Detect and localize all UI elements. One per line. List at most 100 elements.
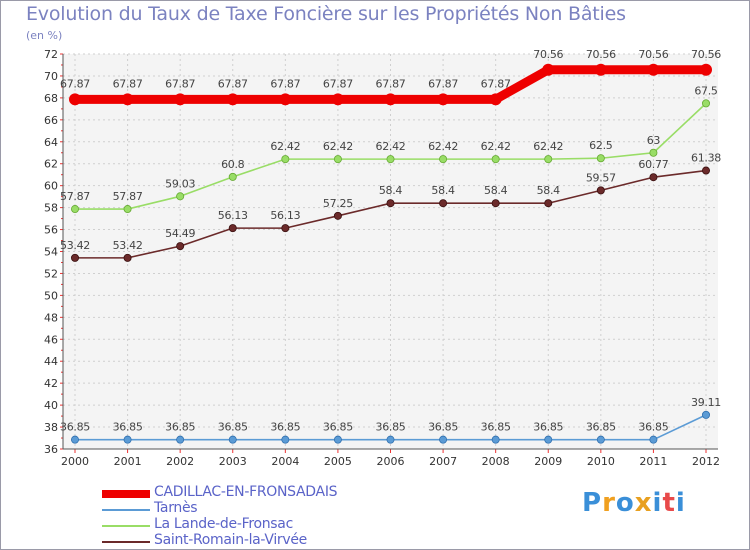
data-label: 36.85 <box>428 421 458 434</box>
data-label: 62.42 <box>323 140 353 153</box>
y-tick-label: 48 <box>44 311 58 324</box>
data-point <box>121 93 134 106</box>
proxiti-logo: Proxiti <box>582 488 686 518</box>
data-label: 63 <box>647 134 661 147</box>
data-label: 56.13 <box>270 209 300 222</box>
y-tick-label: 64 <box>44 136 58 149</box>
data-label: 36.85 <box>218 421 248 434</box>
data-label: 62.42 <box>481 140 511 153</box>
x-tick-label: 2009 <box>534 455 562 468</box>
data-point <box>386 155 395 164</box>
data-label: 57.87 <box>113 190 143 203</box>
logo-letter: i <box>675 488 686 518</box>
data-label: 67.87 <box>376 77 406 90</box>
x-tick-label: 2011 <box>639 455 667 468</box>
data-label: 70.56 <box>691 48 721 61</box>
data-label: 61.38 <box>691 152 721 165</box>
y-tick-label: 62 <box>44 158 58 171</box>
data-label: 60.77 <box>638 158 668 171</box>
legend-label: Saint-Romain-la-Virvée <box>154 532 307 548</box>
data-point <box>176 435 185 444</box>
data-point <box>123 435 132 444</box>
legend-swatch <box>102 541 150 543</box>
logo-letter: r <box>602 488 616 518</box>
y-tick-label: 44 <box>44 355 58 368</box>
data-label: 36.85 <box>586 421 616 434</box>
y-tick-label: 42 <box>44 377 58 390</box>
data-label: 67.87 <box>323 77 353 90</box>
y-tick-label: 66 <box>44 114 58 127</box>
y-tick-label: 72 <box>44 48 58 61</box>
x-tick-label: 2004 <box>271 455 299 468</box>
legend-swatch <box>102 490 150 498</box>
data-point <box>386 435 395 444</box>
y-tick-label: 68 <box>44 92 58 105</box>
y-tick-label: 38 <box>44 421 58 434</box>
data-point <box>281 435 290 444</box>
data-label: 59.03 <box>165 177 195 190</box>
y-tick-label: 58 <box>44 202 58 215</box>
data-point <box>439 199 448 208</box>
data-point <box>384 93 397 106</box>
data-point <box>596 435 605 444</box>
data-label: 39.11 <box>691 396 721 409</box>
data-point <box>649 148 658 157</box>
data-label: 70.56 <box>638 48 668 61</box>
data-label: 59.57 <box>586 171 616 184</box>
data-label: 36.85 <box>533 421 563 434</box>
data-point <box>649 173 658 182</box>
data-point <box>544 155 553 164</box>
data-label: 53.42 <box>60 239 90 252</box>
data-label: 62.42 <box>533 140 563 153</box>
data-point <box>544 435 553 444</box>
data-label: 67.87 <box>60 77 90 90</box>
x-tick-label: 2001 <box>114 455 142 468</box>
data-point <box>333 211 342 220</box>
data-label: 62.42 <box>376 140 406 153</box>
data-point <box>702 99 711 108</box>
y-tick-label: 54 <box>44 246 58 259</box>
chart-subtitle: (en %) <box>26 29 63 42</box>
data-point <box>594 63 607 76</box>
data-point <box>702 166 711 175</box>
logo-letter: P <box>582 488 603 518</box>
data-point <box>542 63 555 76</box>
data-label: 67.87 <box>428 77 458 90</box>
data-label: 58.4 <box>431 184 455 197</box>
data-point <box>491 199 500 208</box>
data-label: 57.25 <box>323 197 353 210</box>
data-label: 36.85 <box>376 421 406 434</box>
data-point <box>491 155 500 164</box>
data-point <box>71 435 80 444</box>
logo-letter: o <box>615 488 635 518</box>
data-point <box>596 154 605 163</box>
data-point <box>439 435 448 444</box>
data-point <box>596 186 605 195</box>
data-point <box>437 93 450 106</box>
x-tick-label: 2000 <box>61 455 89 468</box>
data-point <box>279 93 292 106</box>
data-point <box>333 435 342 444</box>
data-label: 67.87 <box>165 77 195 90</box>
data-label: 67.87 <box>270 77 300 90</box>
legend-label: Tarnès <box>154 500 198 516</box>
data-label: 36.85 <box>113 421 143 434</box>
y-tick-label: 50 <box>44 289 58 302</box>
data-point <box>176 242 185 251</box>
data-label: 60.8 <box>221 158 245 171</box>
data-label: 67.87 <box>113 77 143 90</box>
data-label: 57.87 <box>60 190 90 203</box>
data-label: 53.42 <box>113 239 143 252</box>
data-point <box>228 224 237 233</box>
data-label: 62.5 <box>589 139 613 152</box>
logo-letter: i <box>652 488 663 518</box>
data-point <box>647 63 660 76</box>
data-label: 70.56 <box>586 48 616 61</box>
x-tick-label: 2008 <box>482 455 510 468</box>
data-label: 56.13 <box>218 209 248 222</box>
y-tick-label: 70 <box>44 70 58 83</box>
data-point <box>228 172 237 181</box>
data-point <box>123 253 132 262</box>
data-label: 62.42 <box>428 140 458 153</box>
x-tick-label: 2006 <box>377 455 405 468</box>
